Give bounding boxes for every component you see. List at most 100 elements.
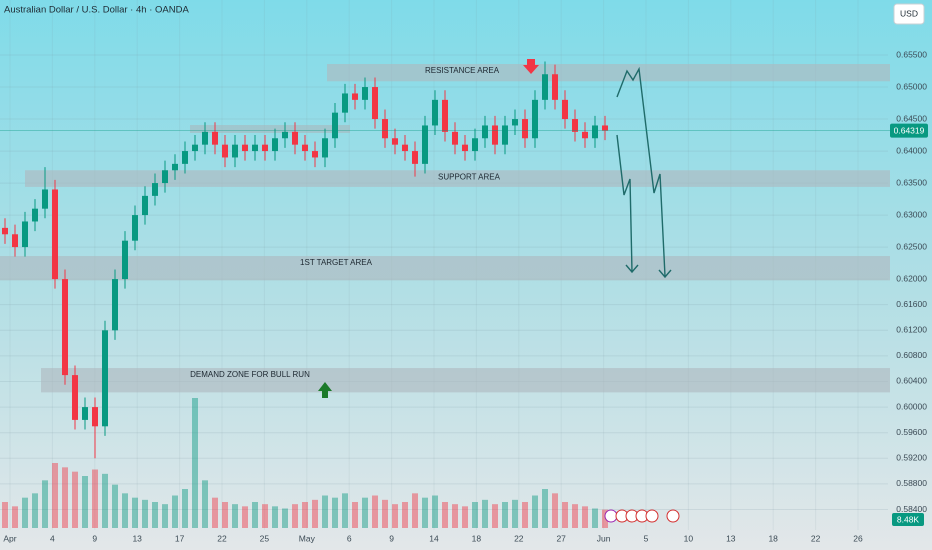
volume-bar [372,495,378,528]
zone [0,256,890,281]
volume-bar [412,493,418,528]
volume-bar [352,502,358,528]
y-tick-label: 0.61200 [896,325,927,335]
volume-bar [322,495,328,528]
last-price-box [890,123,928,138]
candle-body [552,74,558,100]
volume-bar [132,497,138,528]
volume-bar [302,502,308,528]
candle-body [432,99,438,126]
y-tick-label: 0.58800 [896,478,927,488]
axes: 0.65500 0.65000 0.64500 0.64000 0.63500 0.630… [3,49,927,543]
y-tick-label: 0.60400 [896,376,927,386]
y-tick-label: 0.63500 [896,177,927,187]
candle-body [102,330,108,427]
y-tick-label: 0.64000 [896,145,927,155]
volume-bar [52,463,58,528]
candle-body [262,144,268,152]
volume-bar [222,502,228,528]
volume-bar [442,502,448,528]
candle-body [32,208,38,222]
y-tick-label: 0.60000 [896,401,927,411]
projection-arrowhead [658,269,672,279]
projection-path [616,134,633,273]
volume-bar [152,502,158,528]
volume-bar [402,502,408,528]
y-tick-label: 0.65500 [896,49,927,59]
candle-body [542,74,548,100]
x-tick-label: 10 [684,533,694,543]
volume-bar [332,497,338,528]
candles [2,61,608,459]
x-tick-label: Apr [3,533,16,543]
volume-bar [392,504,398,528]
volume-bar [252,502,258,528]
volume-bar [242,506,248,528]
x-tick-label: Jun [597,533,611,543]
candle-body [272,138,278,152]
y-tick-label: 0.62000 [896,273,927,283]
zone [327,64,890,82]
candle-body [412,151,418,164]
volume-last-box [892,513,924,526]
zone-label: 1ST TARGET AREA [300,258,373,267]
x-tick-label: 9 [92,533,97,543]
candle-body [222,144,228,158]
x-tick-label: 6 [347,533,352,543]
x-tick-label: 17 [175,533,185,543]
zone-label: RESISTANCE AREA [425,66,500,75]
volume-bar [282,508,288,528]
candle-body [112,279,118,331]
candle-body [172,163,178,171]
candle-body [472,138,478,152]
candle-body [302,144,308,152]
currency-button[interactable] [893,3,925,25]
x-tick-label: 13 [726,533,736,543]
candle-body [342,93,348,113]
volume-bar [492,504,498,528]
red-arrow [523,59,539,74]
volume-bar [162,504,168,528]
volume-bar [32,493,38,528]
volume-bar [432,495,438,528]
volume-bar [102,473,108,528]
minor-zone [190,125,350,133]
x-tick-label: 27 [556,533,566,543]
candle-body [242,144,248,152]
volume-bar [142,499,148,528]
volume-bar [12,506,18,528]
candle-body [132,215,138,241]
x-tick-label: 25 [260,533,270,543]
volume-bar [172,495,178,528]
volume-last-label: 8.48K [897,514,920,524]
candle-body [602,125,608,131]
volume-bar [272,506,278,528]
projection-path [616,66,666,277]
candle-body [582,131,588,139]
candle-body [52,189,58,280]
candle-body [12,234,18,248]
candle-body [292,131,298,145]
last-price-label: 0.64319 [894,125,925,135]
volume-bar [182,489,188,528]
candle-body [312,151,318,158]
y-tick-label: 0.60800 [896,350,927,360]
currency-label[interactable]: USD [900,8,918,18]
volume-bar [482,499,488,528]
zone-label: SUPPORT AREA [438,172,501,181]
candle-body [352,93,358,100]
x-tick-label: 26 [853,533,863,543]
volume-bar [422,497,428,528]
volume-bar [2,502,8,528]
y-tick-label: 0.59200 [896,453,927,463]
volume-bar [602,509,608,528]
y-tick-label: 0.64500 [896,113,927,123]
volume-bar [62,467,68,528]
candle-body [162,170,168,184]
volume-bar [292,504,298,528]
y-tick-label: 0.62500 [896,241,927,251]
volume-bar [382,499,388,528]
candle-body [232,144,238,158]
